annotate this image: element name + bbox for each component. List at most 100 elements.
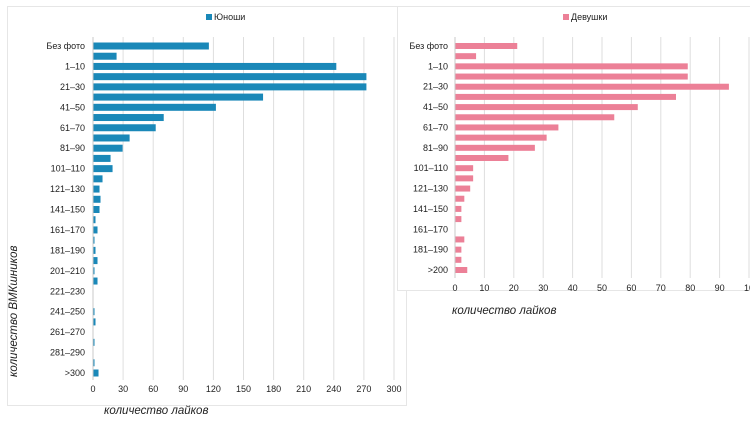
boys-category-label: 201–210 [50, 266, 85, 276]
girls-category-label: 161–170 [413, 224, 448, 234]
girls-x-tick-label: 70 [656, 283, 666, 293]
girls-bar [455, 63, 688, 70]
boys-bar [93, 83, 367, 91]
boys-category-label: 281–290 [50, 348, 85, 358]
boys-x-tick-label: 0 [90, 384, 95, 394]
boys-legend-swatch [206, 13, 212, 20]
girls-legend-swatch [563, 13, 569, 20]
girls-bar [455, 114, 615, 121]
girls-bar [455, 185, 471, 192]
girls-category-label: 61–70 [423, 122, 448, 132]
boys-category-label: 181–190 [50, 245, 85, 255]
boys-bar [93, 175, 103, 183]
boys-x-tick-label: 270 [356, 384, 371, 394]
boys-bar [93, 165, 113, 173]
girls-x-tick-label: 90 [715, 283, 725, 293]
girls-x-tick-label: 10 [744, 283, 750, 293]
boys-bar [93, 359, 95, 367]
boys-category-label: 61–70 [60, 123, 85, 133]
boys-bar [93, 338, 95, 346]
boys-x-axis-title: количество лайков [104, 405, 209, 417]
girls-legend: Девушки [563, 12, 607, 22]
boys-x-tick-label: 30 [118, 384, 128, 394]
girls-bar [455, 93, 676, 100]
boys-x-tick-label: 210 [296, 384, 311, 394]
boys-bar [93, 257, 98, 265]
boys-bar [93, 318, 96, 326]
boys-category-label: 41–50 [60, 102, 85, 112]
girls-bar [455, 175, 474, 182]
boys-x-tick-label: 60 [148, 384, 158, 394]
boys-bar [93, 267, 95, 275]
boys-category-label: 141–150 [50, 205, 85, 215]
boys-bar [93, 277, 98, 285]
boys-bar [93, 134, 130, 142]
girls-category-label: Без фото [409, 41, 448, 51]
girls-category-label: 181–190 [413, 245, 448, 255]
boys-bar [93, 185, 100, 193]
boys-category-label: 221–230 [50, 286, 85, 296]
girls-bar [455, 83, 729, 90]
girls-category-label: 101–110 [414, 163, 448, 173]
girls-x-axis-title: количество лайков [452, 305, 557, 317]
boys-bar [93, 73, 367, 81]
boys-bar [93, 93, 264, 101]
boys-category-label: 1–10 [65, 61, 85, 71]
boys-bar [93, 246, 96, 254]
boys-x-tick-label: 150 [236, 384, 251, 394]
girls-bar [455, 246, 462, 253]
boys-category-label: Без фото [46, 41, 85, 51]
girls-x-tick-label: 50 [597, 283, 607, 293]
girls-category-label: 1–10 [428, 61, 448, 71]
boys-bar [93, 124, 156, 132]
y-axis-title: количество ВМКшников [8, 245, 20, 377]
girls-bar [455, 205, 462, 212]
girls-category-label: 21–30 [423, 82, 448, 92]
boys-bar [93, 195, 101, 203]
girls-x-tick-label: 60 [626, 283, 636, 293]
girls-bar [455, 124, 559, 131]
boys-chart-panel [7, 6, 407, 406]
girls-x-tick-label: 30 [538, 283, 548, 293]
girls-category-label: 81–90 [423, 143, 448, 153]
boys-legend-label: Юноши [214, 12, 246, 22]
girls-x-tick-label: 40 [568, 283, 578, 293]
boys-category-label: >300 [65, 368, 85, 378]
boys-category-label: 241–250 [50, 307, 85, 317]
girls-x-tick-label: 10 [479, 283, 489, 293]
boys-x-tick-label: 240 [326, 384, 341, 394]
boys-bar [93, 236, 95, 244]
boys-bar [93, 42, 209, 50]
boys-bar [93, 103, 216, 111]
boys-category-label: 261–270 [50, 327, 85, 337]
boys-category-label: 81–90 [60, 143, 85, 153]
girls-x-tick-label: 80 [685, 283, 695, 293]
boys-x-tick-label: 120 [206, 384, 221, 394]
boys-legend: Юноши [206, 12, 245, 22]
girls-bar [455, 236, 465, 243]
boys-bar [93, 216, 96, 224]
boys-x-tick-label: 90 [178, 384, 188, 394]
girls-x-tick-label: 20 [509, 283, 519, 293]
girls-bar [455, 144, 535, 151]
girls-bar [455, 53, 477, 60]
girls-bar [455, 216, 462, 223]
boys-bar [93, 144, 123, 152]
girls-bar [455, 134, 547, 141]
girls-category-label: >200 [428, 265, 448, 275]
girls-x-tick-label: 0 [452, 283, 457, 293]
boys-bar [93, 52, 117, 60]
girls-bar [455, 43, 518, 49]
boys-bar [93, 226, 98, 234]
boys-category-label: 21–30 [60, 82, 85, 92]
girls-category-label: 121–130 [413, 184, 448, 194]
boys-bar [93, 154, 111, 162]
girls-category-label: 41–50 [423, 102, 448, 112]
boys-bar [93, 114, 164, 122]
boys-bar [93, 308, 95, 316]
girls-bar [455, 73, 688, 80]
boys-category-label: 101–110 [51, 164, 85, 174]
boys-x-tick-label: 300 [386, 384, 401, 394]
